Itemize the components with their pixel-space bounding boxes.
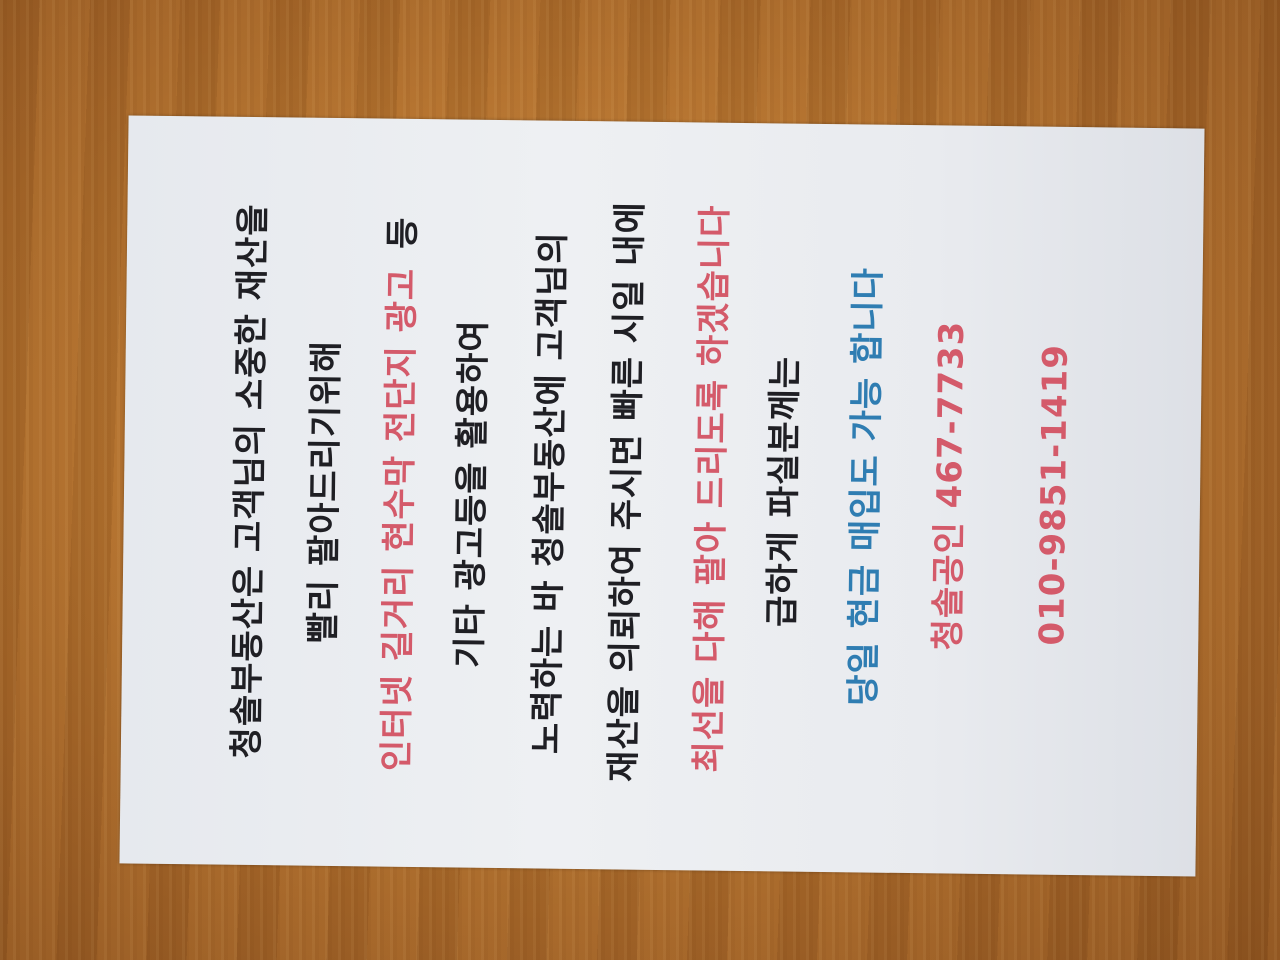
flyer-line-11: 010-9851-1419 bbox=[1032, 344, 1076, 646]
flyer-line-6: 재산을 의뢰하여 주시면 빠른 시일 내에 bbox=[604, 201, 651, 782]
flyer-line-8: 급하게 파실분께는 bbox=[762, 356, 805, 628]
flyer-line-7: 최선을 다해 팔아 드리도록 하겠습니다 bbox=[689, 204, 736, 772]
flyer-line-2: 빨리 팔아드리기위해 bbox=[303, 340, 347, 644]
line-4-text: 기타 광고등을 활용하여 bbox=[449, 319, 495, 669]
flyer-paper: 청솔부동산은 고객님의 소중한 재산을 빨리 팔아드리기위해 인터넷 길거리 현… bbox=[119, 115, 1205, 877]
line-7-text: 최선을 다해 팔아 드리도록 하겠습니다 bbox=[688, 204, 736, 773]
line-1-text: 청솔부동산은 고객님의 소중한 재산을 bbox=[226, 203, 274, 759]
flyer-line-3: 인터넷 길거리 현수막 전단지 광고 등 bbox=[377, 210, 424, 771]
line-8-text: 급하게 파실분께는 bbox=[762, 355, 806, 628]
flyer-line-9: 당일 현금 매입도 가능 합니다 bbox=[843, 267, 888, 706]
line-5-text: 노력하는 바 청솔부동산에 고객님의 bbox=[526, 231, 574, 755]
line-9-text: 당일 현금 매입도 가능 합니다 bbox=[843, 266, 889, 707]
line-11-text: 010-9851-1419 bbox=[1032, 343, 1076, 646]
line-3-text-red: 인터넷 길거리 현수막 전단지 광고 bbox=[376, 267, 423, 772]
flyer-line-4: 기타 광고등을 활용하여 bbox=[450, 319, 494, 668]
line-2-text: 빨리 팔아드리기위해 bbox=[303, 339, 347, 644]
flyer-line-5: 노력하는 바 청솔부동산에 고객님의 bbox=[527, 231, 573, 754]
flyer-line-10: 청솔공인 467-7733 bbox=[928, 320, 972, 650]
line-6-text: 재산을 의뢰하여 주시면 빠른 시일 내에 bbox=[603, 201, 651, 783]
flyer-line-1: 청솔부동산은 고객님의 소중한 재산을 bbox=[227, 203, 274, 758]
line-3-text-dark: 등 bbox=[383, 216, 424, 250]
line-10-text: 청솔공인 467-7733 bbox=[928, 320, 973, 651]
